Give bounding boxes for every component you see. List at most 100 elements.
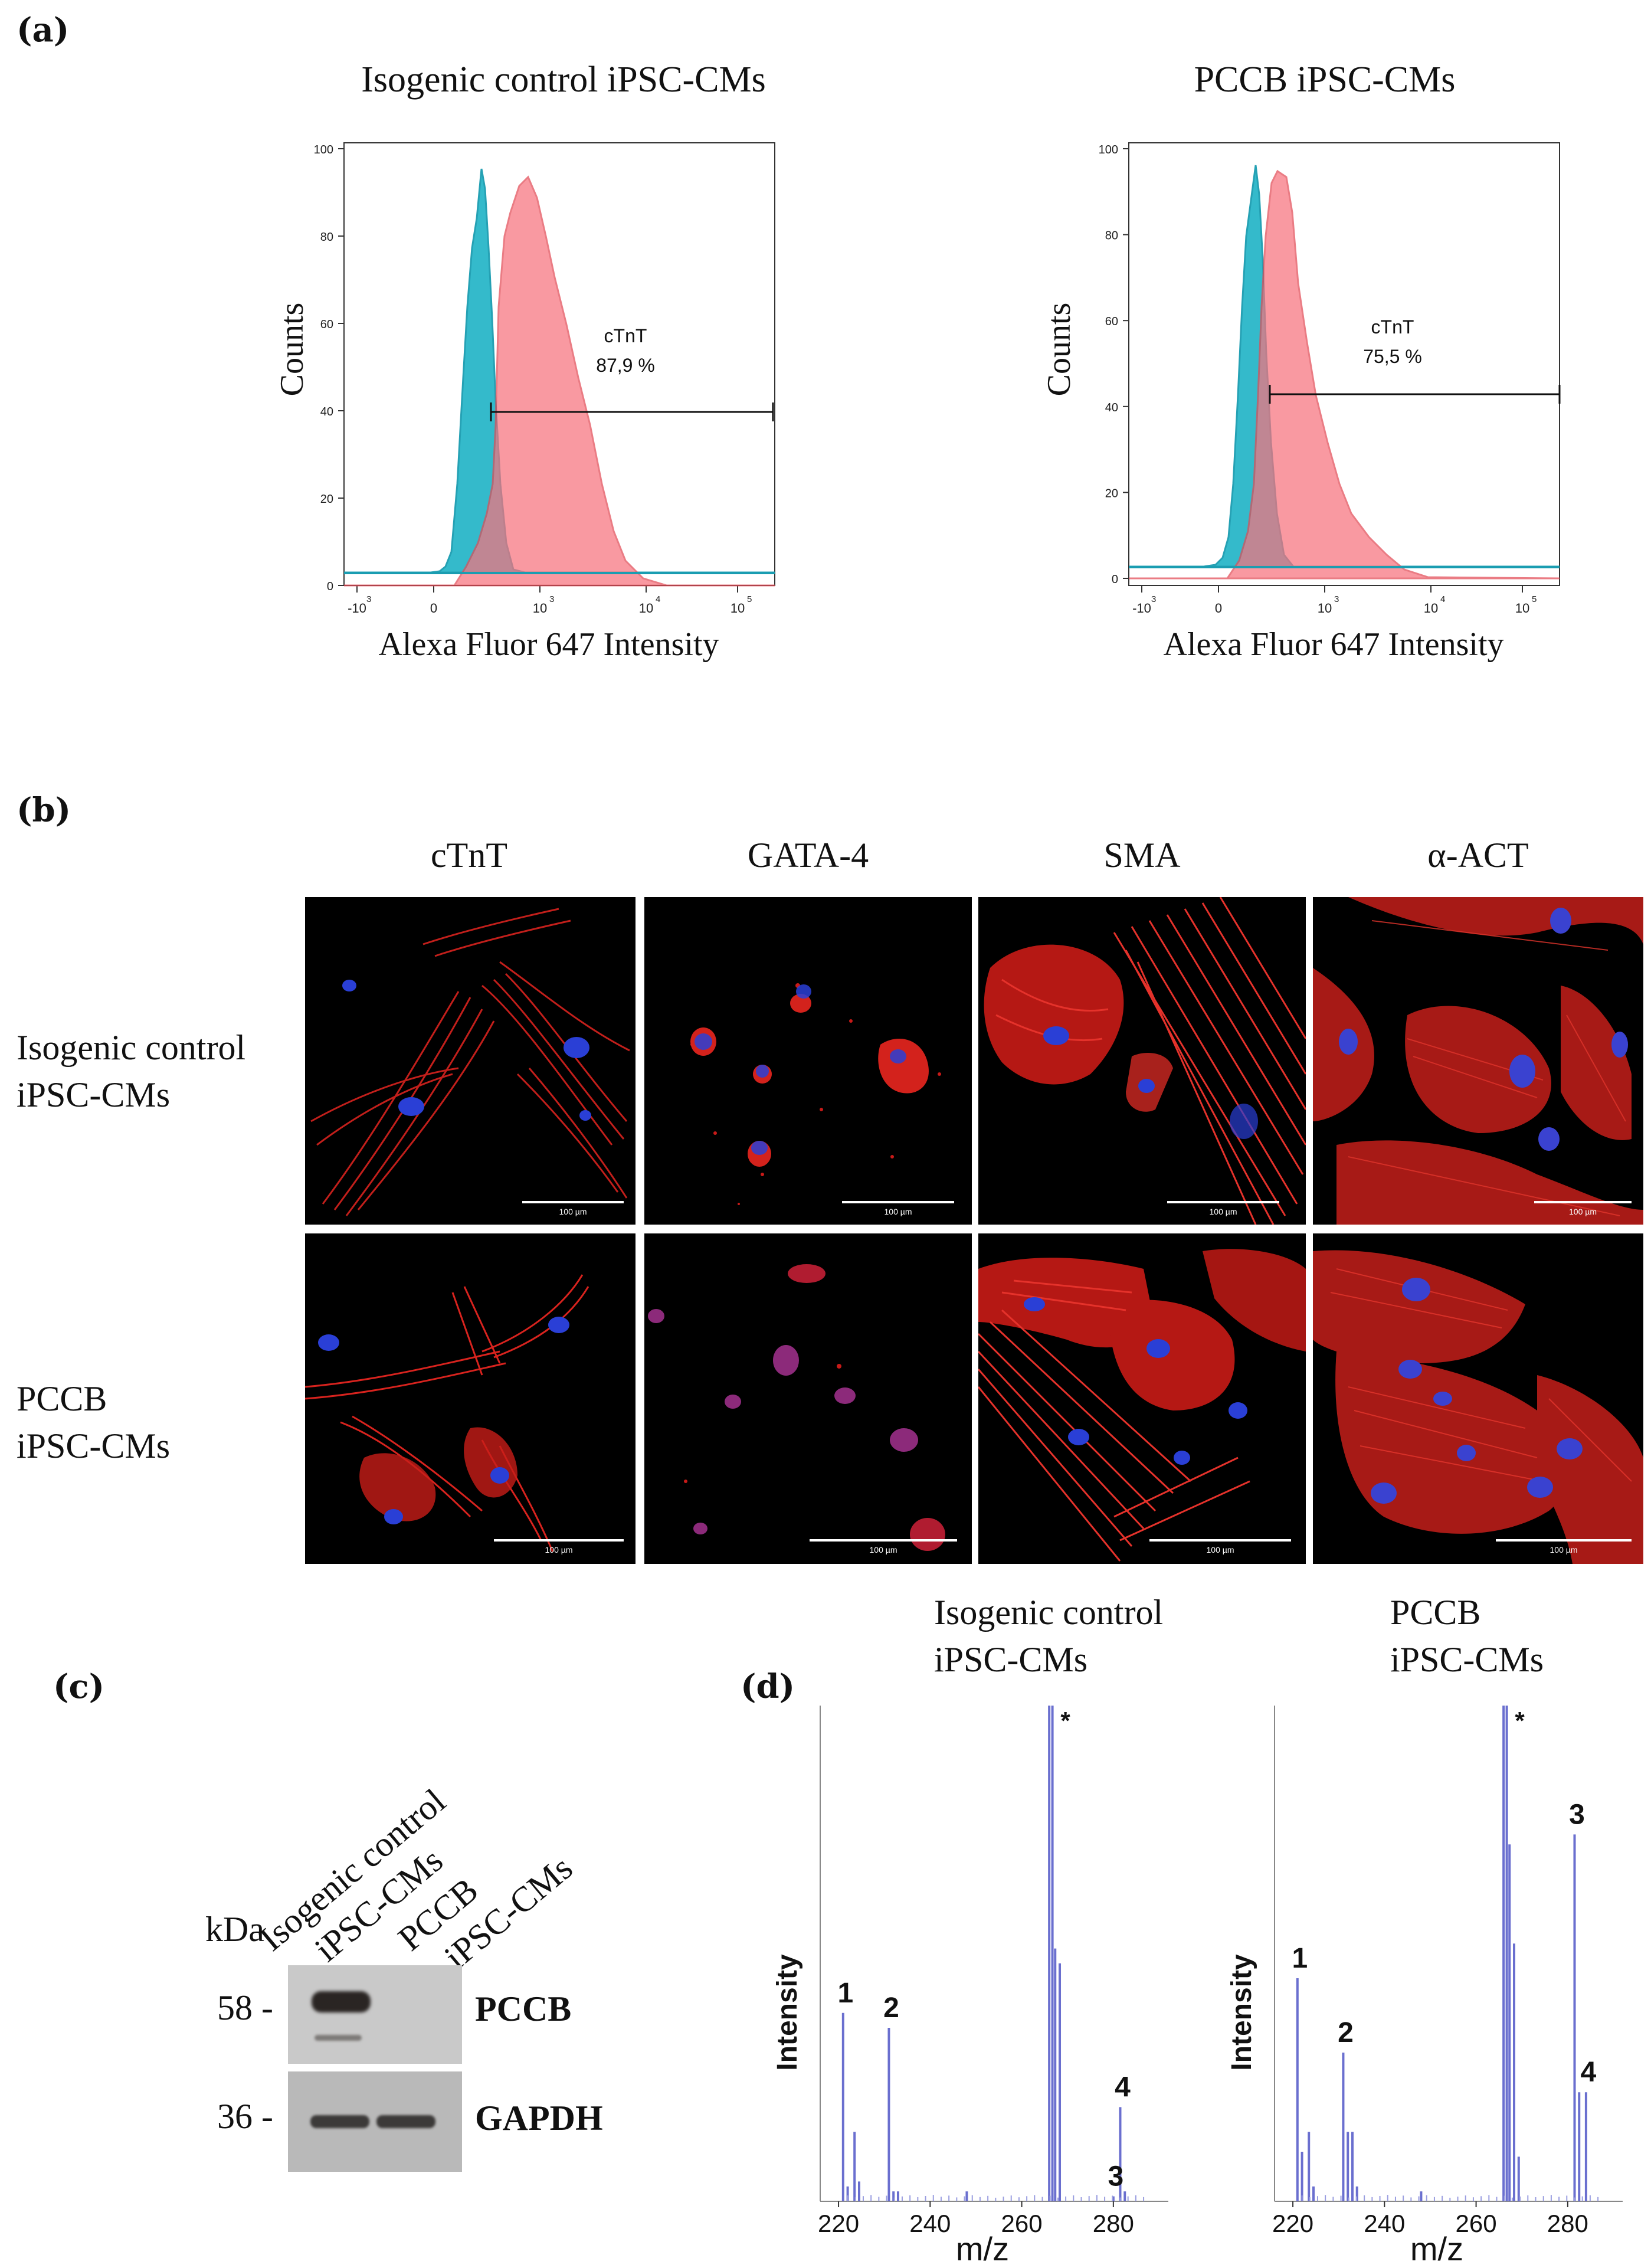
flow-ylabel-control: Counts	[274, 302, 310, 397]
scale-bar	[1534, 1201, 1632, 1203]
scale-bar	[810, 1539, 957, 1542]
ms-title-line2: iPSC-CMs	[934, 1640, 1088, 1679]
row-header-line2: iPSC-CMs	[17, 1426, 171, 1465]
peak-label: 1	[1292, 1943, 1308, 1974]
x-tick-label: 10	[533, 601, 547, 616]
panel-label-a: (a)	[17, 11, 70, 50]
x-tick-label: 280	[1093, 2210, 1134, 2237]
peak-label: 3	[1569, 1799, 1585, 1830]
x-tick-label: 240	[909, 2210, 951, 2237]
row-header-control: Isogenic control iPSC-CMs	[17, 1024, 245, 1118]
column-header-ctnt: cTnT	[431, 836, 507, 875]
ms-spectrum-control: 220 240 260 280 1 2 3 4 * Intensity m/z	[773, 1706, 1168, 2266]
row-header-line1: Isogenic control	[17, 1028, 246, 1067]
micrograph-control-alpha-act: 100 µm	[1313, 897, 1643, 1225]
kda-unit-label: kDa	[205, 1910, 264, 1949]
flow-title-pccb: PCCB iPSC-CMs	[1194, 60, 1456, 100]
blot-pccb	[288, 1965, 462, 2064]
x-tick-exponent: 3	[366, 594, 371, 604]
ms-title-pccb: PCCB iPSC-CMs	[1390, 1589, 1544, 1683]
y-ticks: 0 20 40 60 80 100	[1099, 143, 1129, 586]
ms-spectrum-pccb: 220 240 260 280 1 2 3 4 * Intensity m/z	[1227, 1706, 1623, 2266]
peak-label: 1	[837, 1978, 853, 2009]
x-tick-exponent: 3	[1334, 594, 1339, 604]
marker-36-label: 36 -	[217, 2097, 273, 2136]
column-header-alpha-act: α-ACT	[1427, 836, 1529, 875]
panel-label-c: (c)	[53, 1667, 105, 1706]
x-tick-label: 220	[818, 2210, 859, 2237]
y-tick-label: 20	[1105, 487, 1118, 500]
scale-label: 100 µm	[545, 1545, 573, 1554]
ms-title-line1: PCCB	[1390, 1593, 1481, 1632]
ms-title-control: Isogenic control iPSC-CMs	[934, 1589, 1163, 1683]
x-tick-label: 10	[1424, 601, 1438, 616]
y-tick-label: 80	[1105, 230, 1118, 243]
x-tick-label: 0	[1215, 601, 1222, 616]
panel-label-b: (b)	[17, 791, 71, 830]
scale-label: 100 µm	[1550, 1545, 1578, 1554]
ctnt-histogram	[1129, 169, 1560, 580]
peak-label: *	[1515, 1707, 1525, 1734]
micrograph-pccb-sma: 100 µm	[978, 1233, 1306, 1564]
scale-label: 100 µm	[1569, 1207, 1597, 1216]
flow-xlabel-pccb: Alexa Fluor 647 Intensity	[1163, 626, 1504, 663]
scale-label: 100 µm	[1209, 1207, 1237, 1216]
gate-label: cTnT	[1371, 316, 1414, 338]
row-header-line2: iPSC-CMs	[17, 1075, 171, 1114]
micrograph-pccb-gata4: 100 µm	[644, 1233, 972, 1564]
x-axis-label: m/z	[956, 2230, 1009, 2266]
panel-label-d: (d)	[741, 1667, 795, 1706]
gapdh-band-control	[310, 2115, 369, 2128]
x-tick-exponent: 3	[1151, 594, 1156, 604]
gate-percent: 75,5 %	[1363, 346, 1422, 367]
flow-title-control: Isogenic control iPSC-CMs	[361, 60, 766, 100]
marker-58-label: 58 -	[217, 1988, 273, 2027]
peak-label: *	[1060, 1707, 1070, 1734]
gate-percent: 87,9 %	[596, 355, 655, 376]
y-tick-label: 40	[320, 405, 333, 418]
scale-bar	[522, 1201, 624, 1203]
blot-gapdh	[288, 2071, 462, 2172]
flow-xlabel-control: Alexa Fluor 647 Intensity	[378, 626, 719, 663]
x-tick-label: 10	[1318, 601, 1332, 616]
column-header-sma: SMA	[1103, 836, 1181, 875]
scale-bar	[1149, 1539, 1291, 1542]
scale-bar	[842, 1201, 954, 1203]
x-tick-label: -10	[1132, 601, 1151, 616]
y-tick-label: 20	[320, 493, 333, 506]
y-tick-label: 100	[1099, 143, 1118, 156]
x-tick-label: 260	[1001, 2210, 1043, 2237]
y-tick-label: 60	[1105, 315, 1118, 328]
y-tick-label: 80	[320, 231, 333, 244]
scale-label: 100 µm	[1206, 1545, 1234, 1554]
scale-label: 100 µm	[559, 1207, 587, 1216]
ms-title-line2: iPSC-CMs	[1390, 1640, 1544, 1679]
scale-label: 100 µm	[884, 1207, 912, 1216]
x-tick-exponent: 5	[1532, 594, 1537, 604]
row-header-pccb: PCCB iPSC-CMs	[17, 1375, 170, 1470]
y-tick-label: 60	[320, 318, 333, 331]
x-tick-exponent: 4	[1440, 594, 1445, 604]
ctnt-histogram	[344, 175, 775, 587]
x-tick-label: 220	[1272, 2210, 1313, 2237]
pccb-band-control	[312, 1991, 371, 2012]
protein-label-gapdh: GAPDH	[475, 2099, 603, 2138]
scale-label: 100 µm	[869, 1545, 897, 1554]
ms-title-line1: Isogenic control	[934, 1593, 1164, 1632]
gate-label: cTnT	[604, 325, 647, 346]
x-tick-label: 0	[430, 601, 437, 616]
protein-label-pccb: PCCB	[475, 1989, 572, 2028]
x-tick-label: 10	[639, 601, 653, 616]
flow-ylabel-pccb: Counts	[1041, 302, 1077, 397]
x-tick-label: 240	[1364, 2210, 1405, 2237]
y-tick-label: 0	[1112, 573, 1118, 586]
y-tick-label: 100	[314, 143, 333, 156]
x-tick-label: 260	[1456, 2210, 1497, 2237]
x-tick-exponent: 3	[549, 594, 554, 604]
x-tick-label: 280	[1547, 2210, 1588, 2237]
scale-bar	[494, 1539, 624, 1542]
